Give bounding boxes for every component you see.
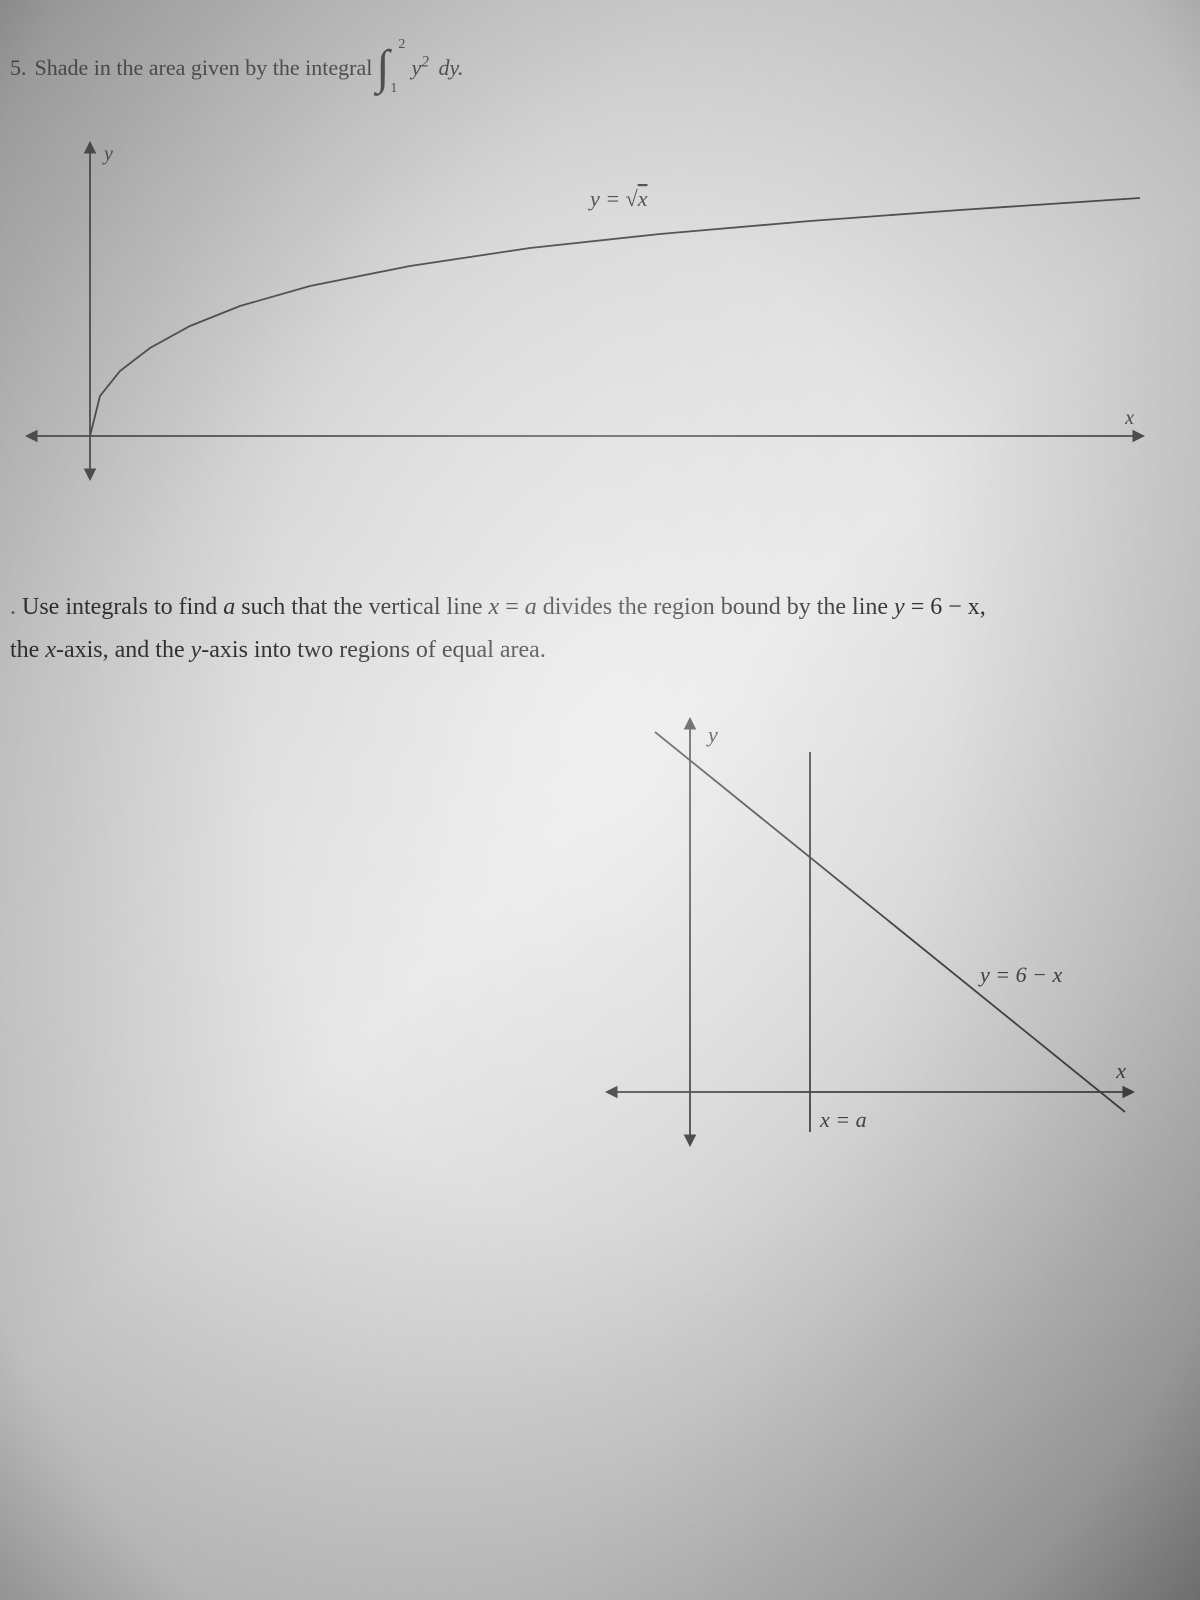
problem-6: . Use integrals to find a such that the … [10,586,1180,1172]
svg-text:y: y [706,722,718,747]
svg-text:y = 6 − x: y = 6 − x [978,962,1062,987]
svg-text:y: y [102,143,113,165]
svg-text:x = a: x = a [819,1107,867,1132]
svg-text:x: x [1115,1058,1126,1083]
integral-upper: 2 [398,34,405,56]
problem-5-prompt: 5. Shade in the area given by the integr… [10,40,1180,96]
integral-expression: ∫ 2 1 y2 dy. [376,40,463,96]
problem-5-chart: y x y = √x [10,126,1180,506]
triangle-region-plot: y x y = 6 − x x = a [580,702,1140,1172]
problem-number: 5. [10,50,27,85]
problem-5: 5. Shade in the area given by the integr… [10,40,1180,506]
sqrt-curve-plot: y x y = √x [10,126,1150,506]
svg-text:y = √x: y = √x [588,186,648,211]
problem-6-prompt: . Use integrals to find a such that the … [10,586,1180,672]
svg-text:x: x [1124,407,1134,429]
problem-6-chart: y x y = 6 − x x = a [10,702,1180,1172]
integrand: y2 dy. [411,50,463,85]
prompt-text: Shade in the area given by the integral [35,50,373,85]
integral-lower: 1 [390,78,397,100]
integral-sign-icon: ∫ [376,44,389,92]
